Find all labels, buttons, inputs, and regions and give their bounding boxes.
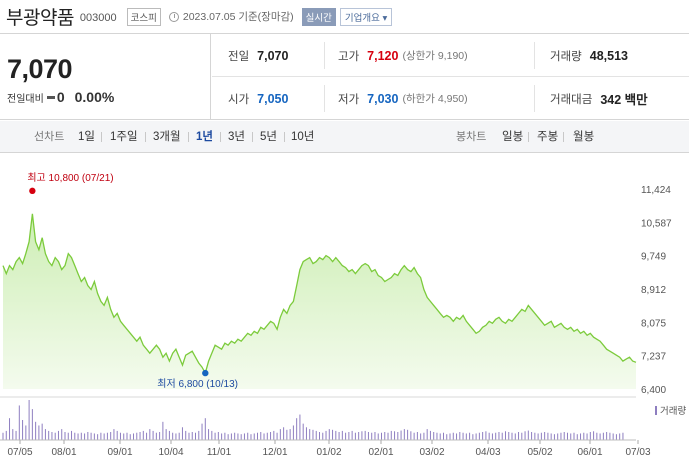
divider — [324, 42, 325, 69]
quote-row: 시가 7,050 저가 7,030 (하한가 4,950) 거래대금 342 백… — [212, 77, 689, 120]
clock-icon — [168, 11, 179, 22]
x-tick-label: 04/03 — [475, 447, 500, 458]
quote-label: 시가 — [228, 93, 250, 106]
quote-label: 전일 — [228, 50, 250, 63]
divider — [534, 85, 535, 112]
quote-volume: 거래량 48,513 — [550, 34, 628, 77]
divider — [528, 132, 529, 142]
change-label: 전일대비 — [7, 93, 44, 105]
price-chart[interactable]: 11,424 10,587 9,749 8,912 8,075 7,237 6,400 최고 … — [0, 153, 689, 470]
quote-low: 저가 7,030 (하한가 4,950) — [338, 77, 468, 120]
chevron-down-icon: ▾ — [382, 12, 388, 24]
x-tick-label: 08/01 — [51, 447, 76, 458]
tab-1y[interactable]: 1년 — [196, 131, 213, 143]
x-tick-label: 07/03 — [625, 447, 650, 458]
line-chart-label: 선차트 — [34, 131, 65, 143]
y-tick-label: 6,400 — [641, 385, 666, 396]
current-price: 7,070 — [7, 54, 73, 84]
tab-10y[interactable]: 10년 — [291, 131, 315, 143]
date-info: 2023.07.05 기준(장마감) — [168, 9, 294, 24]
quote-label: 고가 — [338, 50, 360, 63]
change-value: 0 — [56, 89, 65, 105]
price-summary: 7,070 전일대비 0 0.00% 전일 7,070 고가 7,120 (상한… — [0, 33, 689, 120]
y-tick-label: 11,424 — [641, 185, 671, 196]
chart-period-tabs: 선차트 1일 1주일 3개월 1년 3년 5년 10년 봉차트 일봉 주봉 월봉 — [0, 121, 689, 153]
price-area — [3, 213, 636, 389]
quote-prev-close: 전일 7,070 — [228, 34, 288, 77]
y-tick-label: 9,749 — [641, 252, 666, 263]
quote-value: 7,120 — [367, 48, 399, 63]
tab-1w[interactable]: 1주일 — [110, 131, 138, 143]
volume-legend-swatch — [655, 406, 657, 415]
x-tick-label: 06/01 — [577, 447, 602, 458]
stock-code: 003000 — [79, 12, 117, 24]
divider — [324, 85, 325, 112]
y-tick-label: 8,075 — [641, 318, 666, 329]
y-tick-label: 7,237 — [641, 352, 666, 363]
market-badge: 코스피 — [126, 7, 161, 26]
stock-header: 부광약품 003000 코스피 2023.07.05 기준(장마감) 실시간 기… — [0, 0, 689, 33]
price-line — [2, 213, 637, 375]
tab-weekly[interactable]: 주봉 — [537, 131, 559, 143]
quote-value: 7,050 — [257, 91, 289, 106]
stock-name: 부광약품 — [6, 8, 74, 29]
quote-amount: 거래대금 342 백만 — [550, 77, 648, 120]
tab-3y[interactable]: 3년 — [228, 131, 245, 143]
quote-sub: (하한가 4,950) — [402, 93, 468, 105]
quote-high: 고가 7,120 (상한가 9,190) — [338, 34, 468, 77]
change-percent: 0.00% — [74, 89, 115, 105]
divider — [284, 132, 285, 142]
y-tick-label: 10,587 — [641, 218, 672, 229]
quote-value: 342 백만 — [600, 93, 648, 107]
x-tick-label: 02/01 — [368, 447, 393, 458]
x-tick-label: 09/01 — [107, 447, 132, 458]
tab-1d[interactable]: 1일 — [78, 131, 95, 143]
date-text: 2023.07.05 기준(장마감) — [182, 11, 294, 23]
x-tick-label: 12/01 — [262, 447, 287, 458]
divider — [101, 132, 102, 142]
tab-3m[interactable]: 3개월 — [153, 131, 181, 143]
low-annotation: 최저 6,800 (10/13) — [157, 378, 238, 390]
flat-icon — [46, 95, 55, 99]
current-price-panel: 7,070 전일대비 0 0.00% — [0, 34, 211, 120]
tab-5y[interactable]: 5년 — [260, 131, 277, 143]
realtime-button[interactable]: 실시간 — [301, 7, 336, 26]
quote-grid: 전일 7,070 고가 7,120 (상한가 9,190) 거래량 48,513… — [212, 34, 689, 120]
high-marker — [29, 187, 36, 195]
x-tick-label: 03/02 — [419, 447, 444, 458]
divider — [534, 42, 535, 69]
quote-value: 7,070 — [257, 48, 289, 63]
quote-sub: (상한가 9,190) — [402, 50, 468, 62]
divider — [220, 132, 221, 142]
x-tick-label: 05/02 — [527, 447, 552, 458]
company-overview-button[interactable]: 기업개요 ▾ — [339, 7, 393, 26]
high-annotation: 최고 10,800 (07/21) — [27, 172, 113, 184]
divider — [188, 132, 189, 142]
x-tick-label: 07/05 — [7, 447, 32, 458]
quote-value: 7,030 — [367, 91, 399, 106]
quote-open: 시가 7,050 — [228, 77, 288, 120]
company-overview-label: 기업개요 — [344, 12, 380, 24]
low-marker — [202, 369, 209, 377]
x-tick-label: 10/04 — [158, 447, 183, 458]
price-chart-svg: 11,424 10,587 9,749 8,912 8,075 7,237 6,400 최고 … — [0, 172, 686, 458]
candle-chart-label: 봉차트 — [456, 131, 487, 143]
quote-label: 저가 — [338, 93, 360, 106]
tab-daily[interactable]: 일봉 — [502, 131, 524, 143]
volume-legend: 거래량 — [660, 405, 686, 417]
change-row: 전일대비 0 0.00% — [7, 89, 114, 105]
divider — [252, 132, 253, 142]
x-tick-label: 11/01 — [207, 447, 232, 458]
x-tick-label: 01/02 — [316, 447, 341, 458]
y-tick-label: 8,912 — [641, 285, 666, 296]
quote-label: 거래대금 — [550, 93, 593, 106]
quote-row: 전일 7,070 고가 7,120 (상한가 9,190) 거래량 48,513 — [212, 34, 689, 77]
quote-label: 거래량 — [550, 50, 582, 63]
tab-monthly[interactable]: 월봉 — [573, 131, 595, 143]
divider — [145, 132, 146, 142]
divider — [563, 132, 564, 142]
quote-value: 48,513 — [589, 48, 628, 63]
